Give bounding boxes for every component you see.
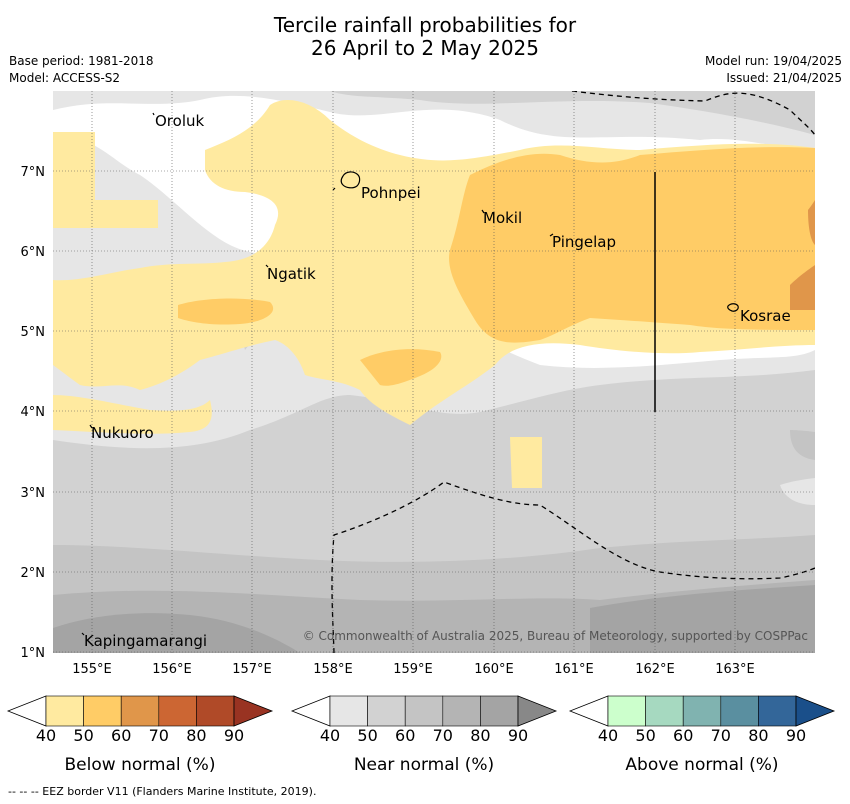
colorbar-high-extend bbox=[517, 695, 558, 727]
colorbar-tick-label: 50 bbox=[635, 726, 655, 745]
lat-tick-label: 3°N bbox=[21, 486, 46, 501]
oroluk-mark bbox=[152, 112, 155, 116]
lat-tick-label: 6°N bbox=[21, 245, 46, 260]
lat-tick-label: 5°N bbox=[21, 325, 46, 340]
colorbar-segment bbox=[329, 695, 368, 727]
nukuoro-mark bbox=[89, 424, 93, 429]
colorbar-tick-label: 50 bbox=[73, 726, 93, 745]
colorbar-high-extend bbox=[795, 695, 836, 727]
model-name: Model: ACCESS-S2 bbox=[9, 71, 121, 85]
lon-tick-label: 162°E bbox=[635, 662, 675, 677]
place-pingelap: Pingelap bbox=[552, 233, 616, 251]
lon-axis: 155°E 156°E 157°E 158°E 159°E 160°E 161°… bbox=[72, 662, 755, 677]
colorbar-tick-label: 80 bbox=[748, 726, 768, 745]
lon-tick-label: 160°E bbox=[474, 662, 514, 677]
colorbar-above-title: Above normal (%) bbox=[625, 755, 779, 775]
place-nukuoro: Nukuoro bbox=[91, 424, 154, 442]
eez-borders bbox=[331, 91, 815, 653]
lon-tick-label: 161°E bbox=[554, 662, 594, 677]
place-ngatik: Ngatik bbox=[267, 265, 316, 283]
lat-tick-label: 7°N bbox=[21, 165, 46, 180]
colorbar-low-extend bbox=[290, 695, 331, 727]
colorbar-segment bbox=[45, 695, 84, 727]
place-pohnpei: Pohnpei bbox=[361, 184, 421, 202]
lat-axis: 1°N 2°N 3°N 4°N 5°N 6°N 7°N bbox=[21, 165, 46, 661]
colorbar-tick-label: 40 bbox=[320, 726, 340, 745]
ngatik-mark bbox=[265, 264, 269, 268]
eez-footnote: -- -- -- EEZ border V11 (Flanders Marine… bbox=[8, 785, 317, 798]
base-period: Base period: 1981-2018 bbox=[9, 54, 154, 68]
colorbar-tick-label: 90 bbox=[224, 726, 244, 745]
colorbar-segment bbox=[480, 695, 519, 727]
colorbar-segment bbox=[720, 695, 759, 727]
mokil-mark bbox=[481, 209, 485, 214]
lon-tick-label: 158°E bbox=[313, 662, 353, 677]
meta-right: Model run: 19/04/2025 Issued: 21/04/2025 bbox=[705, 53, 842, 87]
place-mokil: Mokil bbox=[483, 209, 522, 227]
model-run: Model run: 19/04/2025 bbox=[704, 54, 842, 68]
islands bbox=[81, 112, 739, 636]
colorbar-tick-label: 80 bbox=[186, 726, 206, 745]
colorbar-segment bbox=[607, 695, 646, 727]
map-title: Tercile rainfall probabilities for 26 Ap… bbox=[0, 14, 850, 60]
colorbar-segment bbox=[404, 695, 444, 727]
lon-tick-label: 159°E bbox=[393, 662, 433, 677]
colorbar-segment bbox=[367, 695, 406, 727]
colorbar-low-extend bbox=[568, 695, 609, 727]
colorbar-segment bbox=[758, 695, 797, 727]
colorbar-segment bbox=[645, 695, 684, 727]
colorbar-below-title: Below normal (%) bbox=[64, 755, 216, 775]
place-oroluk: Oroluk bbox=[155, 112, 204, 130]
colorbar-tick-label: 90 bbox=[786, 726, 806, 745]
lat-tick-label: 1°N bbox=[21, 646, 46, 661]
colorbar-tick-label: 60 bbox=[395, 726, 415, 745]
colorbar-tick-label: 40 bbox=[598, 726, 618, 745]
colorbar-low-extend bbox=[6, 695, 47, 727]
grid bbox=[53, 91, 815, 653]
lon-tick-label: 156°E bbox=[152, 662, 192, 677]
pingelap-mark bbox=[549, 233, 554, 237]
colorbar-high-extend bbox=[233, 695, 274, 727]
lon-tick-label: 155°E bbox=[72, 662, 112, 677]
colorbar-segment bbox=[196, 695, 235, 727]
colorbar-segment bbox=[83, 695, 122, 727]
colorbar-tick-label: 70 bbox=[711, 726, 731, 745]
colorbar-segment bbox=[120, 695, 160, 727]
colorbar-segment bbox=[158, 695, 197, 727]
lat-tick-label: 4°N bbox=[21, 405, 46, 420]
kosrae-outline bbox=[727, 303, 739, 312]
colorbar-tick-label: 50 bbox=[357, 726, 377, 745]
colorbars: 40 50 60 70 80 90 40 50 60 70 80 90 40 50 60 70 80 90 bbox=[6, 695, 836, 745]
place-kosrae: Kosrae bbox=[740, 307, 791, 325]
colorbar-segment bbox=[682, 695, 722, 727]
colorbar-segment bbox=[442, 695, 481, 727]
issued-date: Issued: 21/04/2025 bbox=[726, 71, 842, 85]
pohnpei-outline bbox=[340, 171, 361, 189]
place-labels: Oroluk Pohnpei Mokil Pingelap Ngatik Kos… bbox=[84, 112, 791, 650]
title-line-2: 26 April to 2 May 2025 bbox=[311, 36, 539, 60]
place-kapingamarangi: Kapingamarangi bbox=[84, 632, 207, 650]
colorbar-tick-label: 40 bbox=[36, 726, 56, 745]
colorbar-tick-label: 60 bbox=[111, 726, 131, 745]
meta-left: Base period: 1981-2018 Model: ACCESS-S2 bbox=[9, 53, 154, 87]
lon-tick-label: 163°E bbox=[715, 662, 755, 677]
colorbar-tick-label: 70 bbox=[433, 726, 453, 745]
kapinga-mark bbox=[81, 632, 85, 636]
lat-tick-label: 2°N bbox=[21, 566, 46, 581]
colorbar-tick-label: 60 bbox=[673, 726, 693, 745]
probability-field bbox=[53, 91, 815, 653]
colorbar-tick-label: 70 bbox=[149, 726, 169, 745]
colorbar-tick-label: 80 bbox=[470, 726, 490, 745]
colorbar-tick-label: 90 bbox=[508, 726, 528, 745]
title-line-1: Tercile rainfall probabilities for bbox=[273, 13, 577, 37]
pohnpei-islet bbox=[332, 187, 336, 191]
lon-tick-label: 157°E bbox=[232, 662, 272, 677]
colorbar-near-title: Near normal (%) bbox=[353, 755, 495, 775]
copyright-notice: © Commonwealth of Australia 2025, Bureau… bbox=[303, 629, 808, 643]
